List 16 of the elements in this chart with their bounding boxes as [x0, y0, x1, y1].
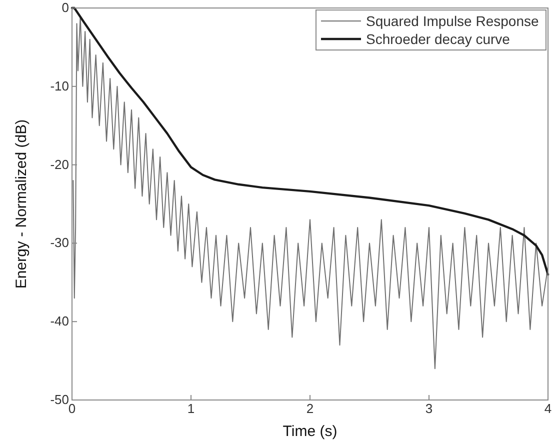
x-tick-label: 2	[306, 401, 314, 416]
legend-label: Squared Impulse Response	[366, 13, 539, 29]
x-axis-title: Time (s)	[282, 423, 338, 440]
y-tick-label: -50	[50, 392, 69, 407]
line-series	[70, 6, 550, 276]
y-axis-title: Energy - Normalized (dB)	[13, 119, 30, 289]
y-tick-label: -30	[50, 235, 69, 250]
y-tick-label: 0	[62, 0, 69, 15]
x-tick-label: 3	[425, 401, 433, 416]
line-series	[72, 15, 548, 370]
x-tick-label: 1	[187, 401, 195, 416]
y-tick-label: -10	[50, 78, 69, 94]
x-tick-label: 4	[544, 401, 552, 416]
y-tick-label: -20	[50, 156, 69, 172]
y-tick-label: -40	[50, 314, 69, 329]
legend-label: Schroeder decay curve	[366, 31, 510, 47]
